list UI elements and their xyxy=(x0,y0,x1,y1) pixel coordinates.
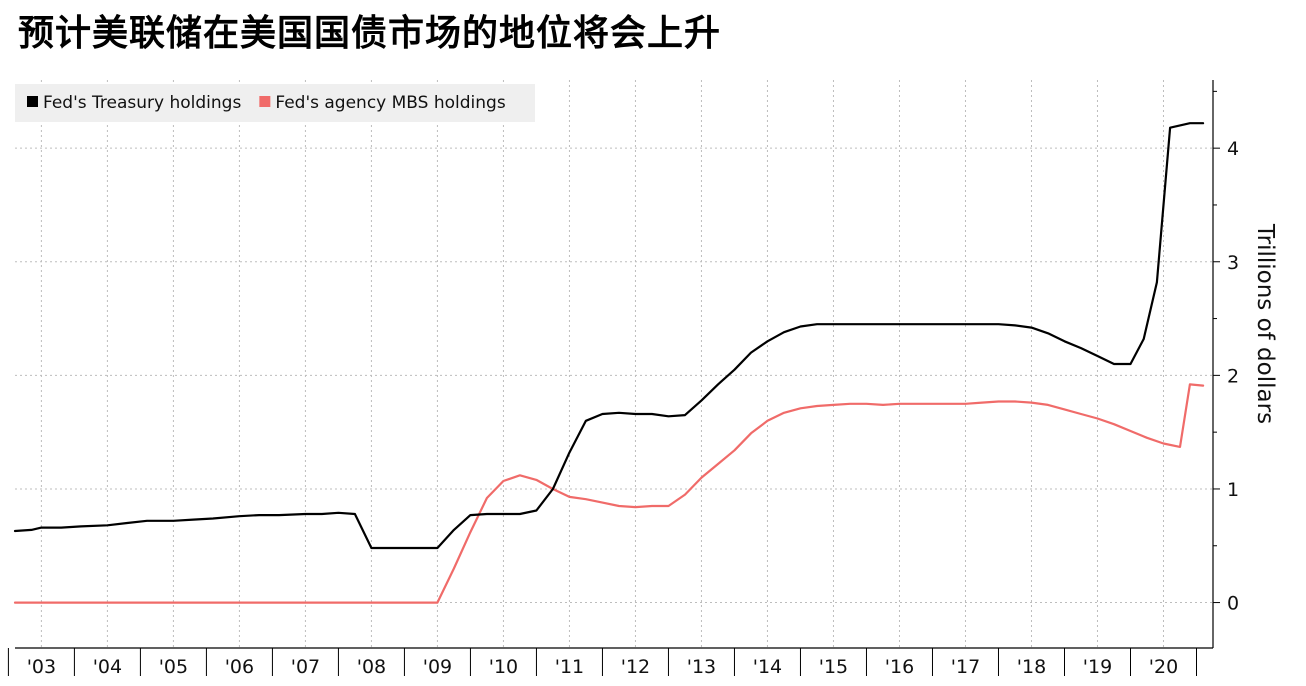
x-tick-label: '16 xyxy=(885,656,914,678)
x-tick-label: '04 xyxy=(93,656,122,678)
x-tick-label: '08 xyxy=(357,656,386,678)
x-tick-label: '19 xyxy=(1083,656,1112,678)
y-axis-ticks: 0 1 2 3 4 xyxy=(1213,90,1239,615)
axes xyxy=(15,80,1214,649)
legend-swatch xyxy=(27,96,38,107)
x-tick-label: '17 xyxy=(951,656,980,678)
chart-title: 预计美联储在美国国债市场的地位将会上升 xyxy=(18,12,722,54)
x-tick-label: '20 xyxy=(1149,656,1178,678)
x-tick-label: '13 xyxy=(687,656,716,678)
y-tick-label: 2 xyxy=(1227,365,1239,387)
x-tick-label: '18 xyxy=(1017,656,1046,678)
legend-background xyxy=(15,84,535,122)
x-tick-label: '11 xyxy=(555,656,584,678)
legend-label: Fed's Treasury holdings xyxy=(43,93,241,113)
legend-swatch xyxy=(259,96,271,107)
x-tick-label: '10 xyxy=(489,656,518,678)
y-tick-label: 1 xyxy=(1227,479,1239,501)
legend: Fed's Treasury holdings Fed's agency MBS … xyxy=(15,84,535,122)
series-line-fed-s-treasury-holdings xyxy=(13,122,1205,550)
y-tick-label: 3 xyxy=(1227,252,1239,274)
series-line-fed-s-agency-mbs-holdings xyxy=(13,383,1205,604)
x-axis-ticks: '03 '04 '05 '06 '07 '08 '09 '10 '11 '12 '13 '14 '15 '… xyxy=(7,648,1197,678)
series-lines xyxy=(13,122,1205,604)
y-tick-label: 0 xyxy=(1227,593,1239,615)
legend-label: Fed's agency MBS holdings xyxy=(275,93,505,113)
x-tick-label: '07 xyxy=(291,656,320,678)
grid xyxy=(15,80,1213,648)
x-tick-label: '05 xyxy=(159,656,188,678)
y-tick-label: 4 xyxy=(1227,138,1239,160)
x-tick-label: '14 xyxy=(753,656,782,678)
x-tick-label: '15 xyxy=(819,656,848,678)
x-tick-label: '12 xyxy=(621,656,650,678)
x-tick-label: '09 xyxy=(423,656,452,678)
y-axis-label: Trillions of dollars xyxy=(1252,223,1278,424)
x-tick-label: '03 xyxy=(27,656,56,678)
x-tick-label: '06 xyxy=(225,656,254,678)
